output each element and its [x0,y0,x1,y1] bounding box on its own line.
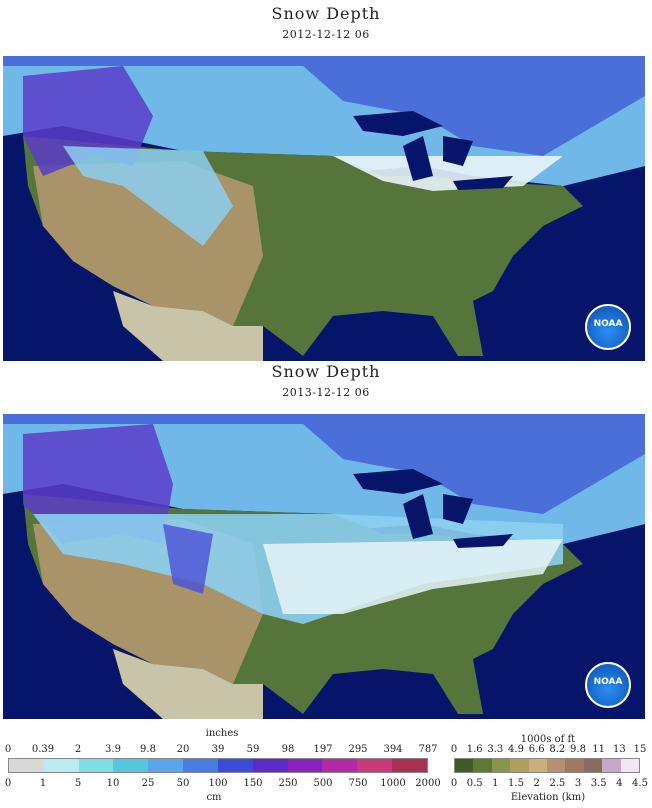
cm-tick-label: 2000 [415,778,441,789]
legend-swatch [392,759,427,772]
ft-tick-label: 15 [633,744,647,755]
inch-tick-label: 0.39 [31,744,55,755]
elev-top-unit: 1000s of ft [520,734,576,745]
cm-tick-label: 250 [278,778,298,789]
legend-top-unit: inches [205,728,239,739]
cm-tick-label: 500 [313,778,333,789]
legend-swatch [583,759,603,772]
cm-tick-label: 10 [106,778,120,789]
inch-tick-label: 20 [176,744,190,755]
legend-swatch [78,759,114,772]
cm-tick-label: 50 [176,778,190,789]
ft-tick-label: 4.9 [508,744,524,755]
legend-swatch [510,759,529,772]
km-tick-label: 1 [492,778,499,789]
cm-tick-label: 750 [348,778,368,789]
map2-title: Snow Depth [271,362,381,381]
inch-tick-label: 787 [418,744,438,755]
inch-tick-label: 39 [211,744,225,755]
noaa-logo: NOAA [585,662,631,708]
cm-tick-label: 0 [4,778,12,789]
legend-swatch [602,759,621,772]
legend-swatch [455,759,474,772]
ft-tick-label: 9.8 [570,744,586,755]
legend-swatch [252,759,288,772]
legend-swatch [217,759,253,772]
km-tick-label: 0.5 [466,778,483,789]
cm-tick-label: 150 [243,778,263,789]
map2-date: 2013-12-12 06 [282,386,370,399]
legend-swatch [113,759,149,772]
inch-tick-label: 98 [281,744,295,755]
legend-swatch [183,759,218,772]
km-tick-label: 3 [574,778,582,789]
snow-depth-map-2013: NOAA [3,414,645,719]
map1-date: 2012-12-12 06 [282,28,370,41]
cm-tick-label: 100 [208,778,228,789]
km-tick-label: 2.5 [549,778,566,789]
inch-tick-label: 3.9 [105,744,121,755]
legend-swatch [565,759,584,772]
km-tick-label: 1.5 [508,778,524,789]
km-tick-label: 0 [450,778,458,789]
cm-tick-label: 5 [74,778,82,789]
ft-tick-label: 13 [612,744,626,755]
legend-swatch [473,759,492,772]
legend-swatch [491,759,511,772]
ft-tick-label: 1.6 [466,744,483,755]
legend-swatch [322,759,358,772]
cm-tick-label: 25 [141,778,155,789]
elev-bottom-unit: Elevation (km) [510,792,586,803]
snow-depth-legend: inches 0 0.39 2 3.9 9.8 20 39 59 98 197 295 394 787 … [0,728,441,808]
inch-tick-label: 59 [246,744,260,755]
ft-tick-label: 0 [450,744,458,755]
inch-tick-label: 9.8 [140,744,156,755]
noaa-logo: NOAA [585,304,631,350]
inch-tick-label: 2 [74,744,82,755]
km-tick-label: 4 [616,778,623,789]
elevation-color-bar [454,758,640,773]
snow-color-bar [8,758,428,773]
inch-tick-label: 295 [348,744,368,755]
km-tick-label: 3.5 [590,778,607,789]
inch-tick-label: 394 [383,744,403,755]
ft-tick-label: 6.6 [528,744,545,755]
legend-swatch [528,759,548,772]
km-tick-label: 4.5 [632,778,648,789]
legend-swatch [43,759,79,772]
legend-swatch [148,759,184,772]
legend-swatch [287,759,323,772]
km-tick-label: 2 [533,778,540,789]
ft-tick-label: 11 [592,744,606,755]
map1-title: Snow Depth [271,4,381,23]
inch-tick-label: 197 [313,744,333,755]
legend-swatch [547,759,566,772]
ft-tick-label: 3.3 [487,744,504,755]
cm-tick-label: 1000 [380,778,406,789]
legend-swatch [9,759,44,772]
legend-bottom-unit: cm [206,792,222,803]
legend-swatch [357,759,393,772]
snow-depth-map-2012: NOAA [3,56,645,361]
legend-swatch [620,759,640,772]
cm-tick-label: 1 [39,778,47,789]
inch-tick-label: 0 [4,744,12,755]
ft-tick-label: 8.2 [549,744,566,755]
